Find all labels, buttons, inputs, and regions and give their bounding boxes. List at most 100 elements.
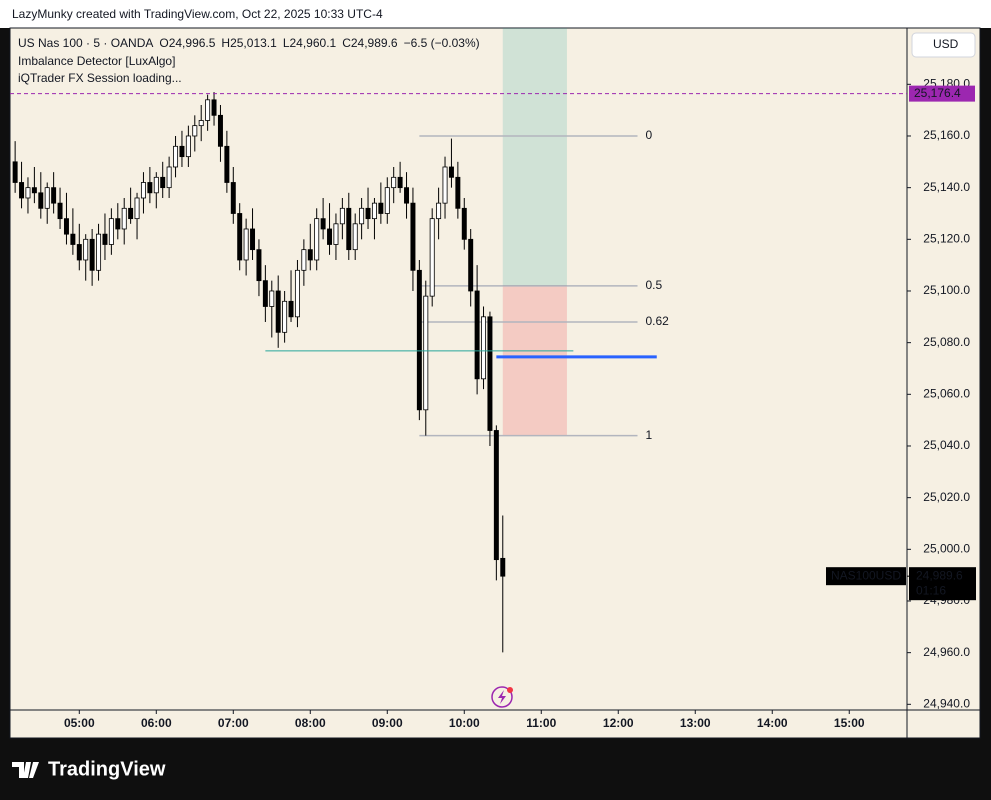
credit: LazyMunky created with TradingView.com, … — [12, 7, 383, 21]
candle-body — [70, 233, 76, 245]
alert-label-box — [909, 85, 975, 102]
candle-body — [19, 182, 25, 199]
fib-label: 0.5 — [646, 278, 663, 292]
x-tick-label: 06:00 — [141, 716, 172, 730]
candle-body — [205, 99, 211, 121]
candle-body — [179, 145, 185, 158]
candle-body — [487, 316, 493, 431]
candle-body — [44, 187, 50, 209]
fib-label: 0 — [646, 128, 653, 142]
candle-body — [423, 295, 429, 411]
candle-body — [397, 176, 403, 189]
x-tick-label: 13:00 — [680, 716, 711, 730]
candle-body — [217, 114, 223, 147]
candle-body — [115, 218, 121, 230]
candle-body — [237, 213, 243, 261]
candle-body — [481, 316, 487, 380]
overlay: O24,996.5 H25,013.1 L24,960.1 C24,989.6 −6.5… — [10, 36, 976, 730]
candle-body — [294, 269, 300, 318]
candle-body — [12, 161, 18, 183]
candle-body — [416, 269, 422, 411]
y-tick-label: 25,040.0 — [923, 438, 970, 452]
y-tick-label: 25,020.0 — [923, 490, 970, 504]
candle-body — [442, 166, 448, 204]
candle-body — [250, 228, 256, 251]
y-tick-label: 24,960.0 — [923, 645, 970, 659]
symbol-box — [826, 567, 906, 586]
brand: TradingView — [48, 758, 166, 780]
candle-body — [83, 238, 89, 261]
candle-body — [339, 207, 345, 225]
candle-body — [333, 223, 339, 245]
event-icon[interactable] — [491, 686, 513, 708]
x-tick-label: 10:00 — [449, 716, 480, 730]
chart-title: US Nas 100 · 5 · OANDA — [18, 36, 153, 50]
currency[interactable]: USD — [933, 37, 959, 51]
y-tick-label: 25,080.0 — [923, 335, 970, 349]
candle-body — [461, 207, 467, 240]
candle-body — [121, 207, 127, 230]
candle-body — [436, 202, 442, 220]
candle-body — [38, 192, 44, 209]
candle-body — [153, 176, 159, 194]
y-tick-label: 25,160.0 — [923, 128, 970, 142]
ohlc-value: C24,989.6 — [342, 36, 398, 50]
candle-body — [474, 290, 480, 380]
candle-body — [185, 135, 191, 158]
y-tick-label: 25,120.0 — [923, 231, 970, 245]
candle-body — [147, 182, 153, 194]
candle-body — [327, 228, 333, 245]
candle-body — [230, 182, 236, 214]
y-tick-label: 24,940.0 — [923, 696, 970, 710]
candle-body — [166, 166, 172, 189]
indicator: Imbalance Detector [LuxAlgo] — [18, 54, 175, 68]
y-tick-label: 25,100.0 — [923, 283, 970, 297]
candle-body — [140, 182, 146, 199]
x-tick-label: 08:00 — [295, 716, 326, 730]
ohlc-value: H25,013.1 — [221, 36, 277, 50]
y-tick-label: 25,000.0 — [923, 541, 970, 555]
candle-body — [384, 187, 390, 214]
fib-label: 1 — [646, 428, 653, 442]
candle-body — [493, 430, 499, 561]
candle-body — [102, 233, 108, 245]
candle-body — [365, 207, 371, 220]
candle-body — [63, 218, 69, 235]
candle-body — [391, 176, 397, 189]
chart-frame — [9, 27, 981, 739]
candle-body — [89, 238, 95, 271]
currency-button[interactable] — [911, 32, 976, 58]
x-tick-label: 09:00 — [372, 716, 403, 730]
last-price-box — [909, 567, 976, 601]
candle-body — [76, 244, 82, 261]
candle-body — [307, 249, 313, 261]
last-price: 24,989.6 — [916, 568, 963, 582]
indicator: iQTrader FX Session loading... — [18, 71, 182, 85]
candle-body — [224, 145, 230, 183]
candle-body — [448, 166, 454, 178]
x-tick-label: 12:00 — [603, 716, 634, 730]
candle-body — [404, 187, 410, 204]
ohlc-value: O24,996.5 — [159, 36, 215, 50]
candle-body — [301, 249, 307, 271]
candle-body — [455, 176, 461, 209]
candle-body — [371, 202, 377, 220]
candle-body — [282, 300, 288, 333]
candle-body — [262, 280, 268, 307]
x-tick-label: 14:00 — [757, 716, 788, 730]
candle-body — [346, 207, 352, 251]
target-zone — [502, 28, 567, 286]
stop-zone — [502, 285, 567, 436]
x-tick-label: 07:00 — [218, 716, 249, 730]
candle-body — [288, 300, 294, 318]
event-dot — [507, 687, 513, 693]
y-tick-label: 25,140.0 — [923, 180, 970, 194]
candle-body — [160, 176, 166, 189]
candle-body — [211, 99, 217, 116]
event-bolt — [498, 690, 506, 704]
candle-body — [108, 218, 114, 245]
candle-body — [410, 202, 416, 271]
x-tick-label: 11:00 — [526, 716, 556, 730]
